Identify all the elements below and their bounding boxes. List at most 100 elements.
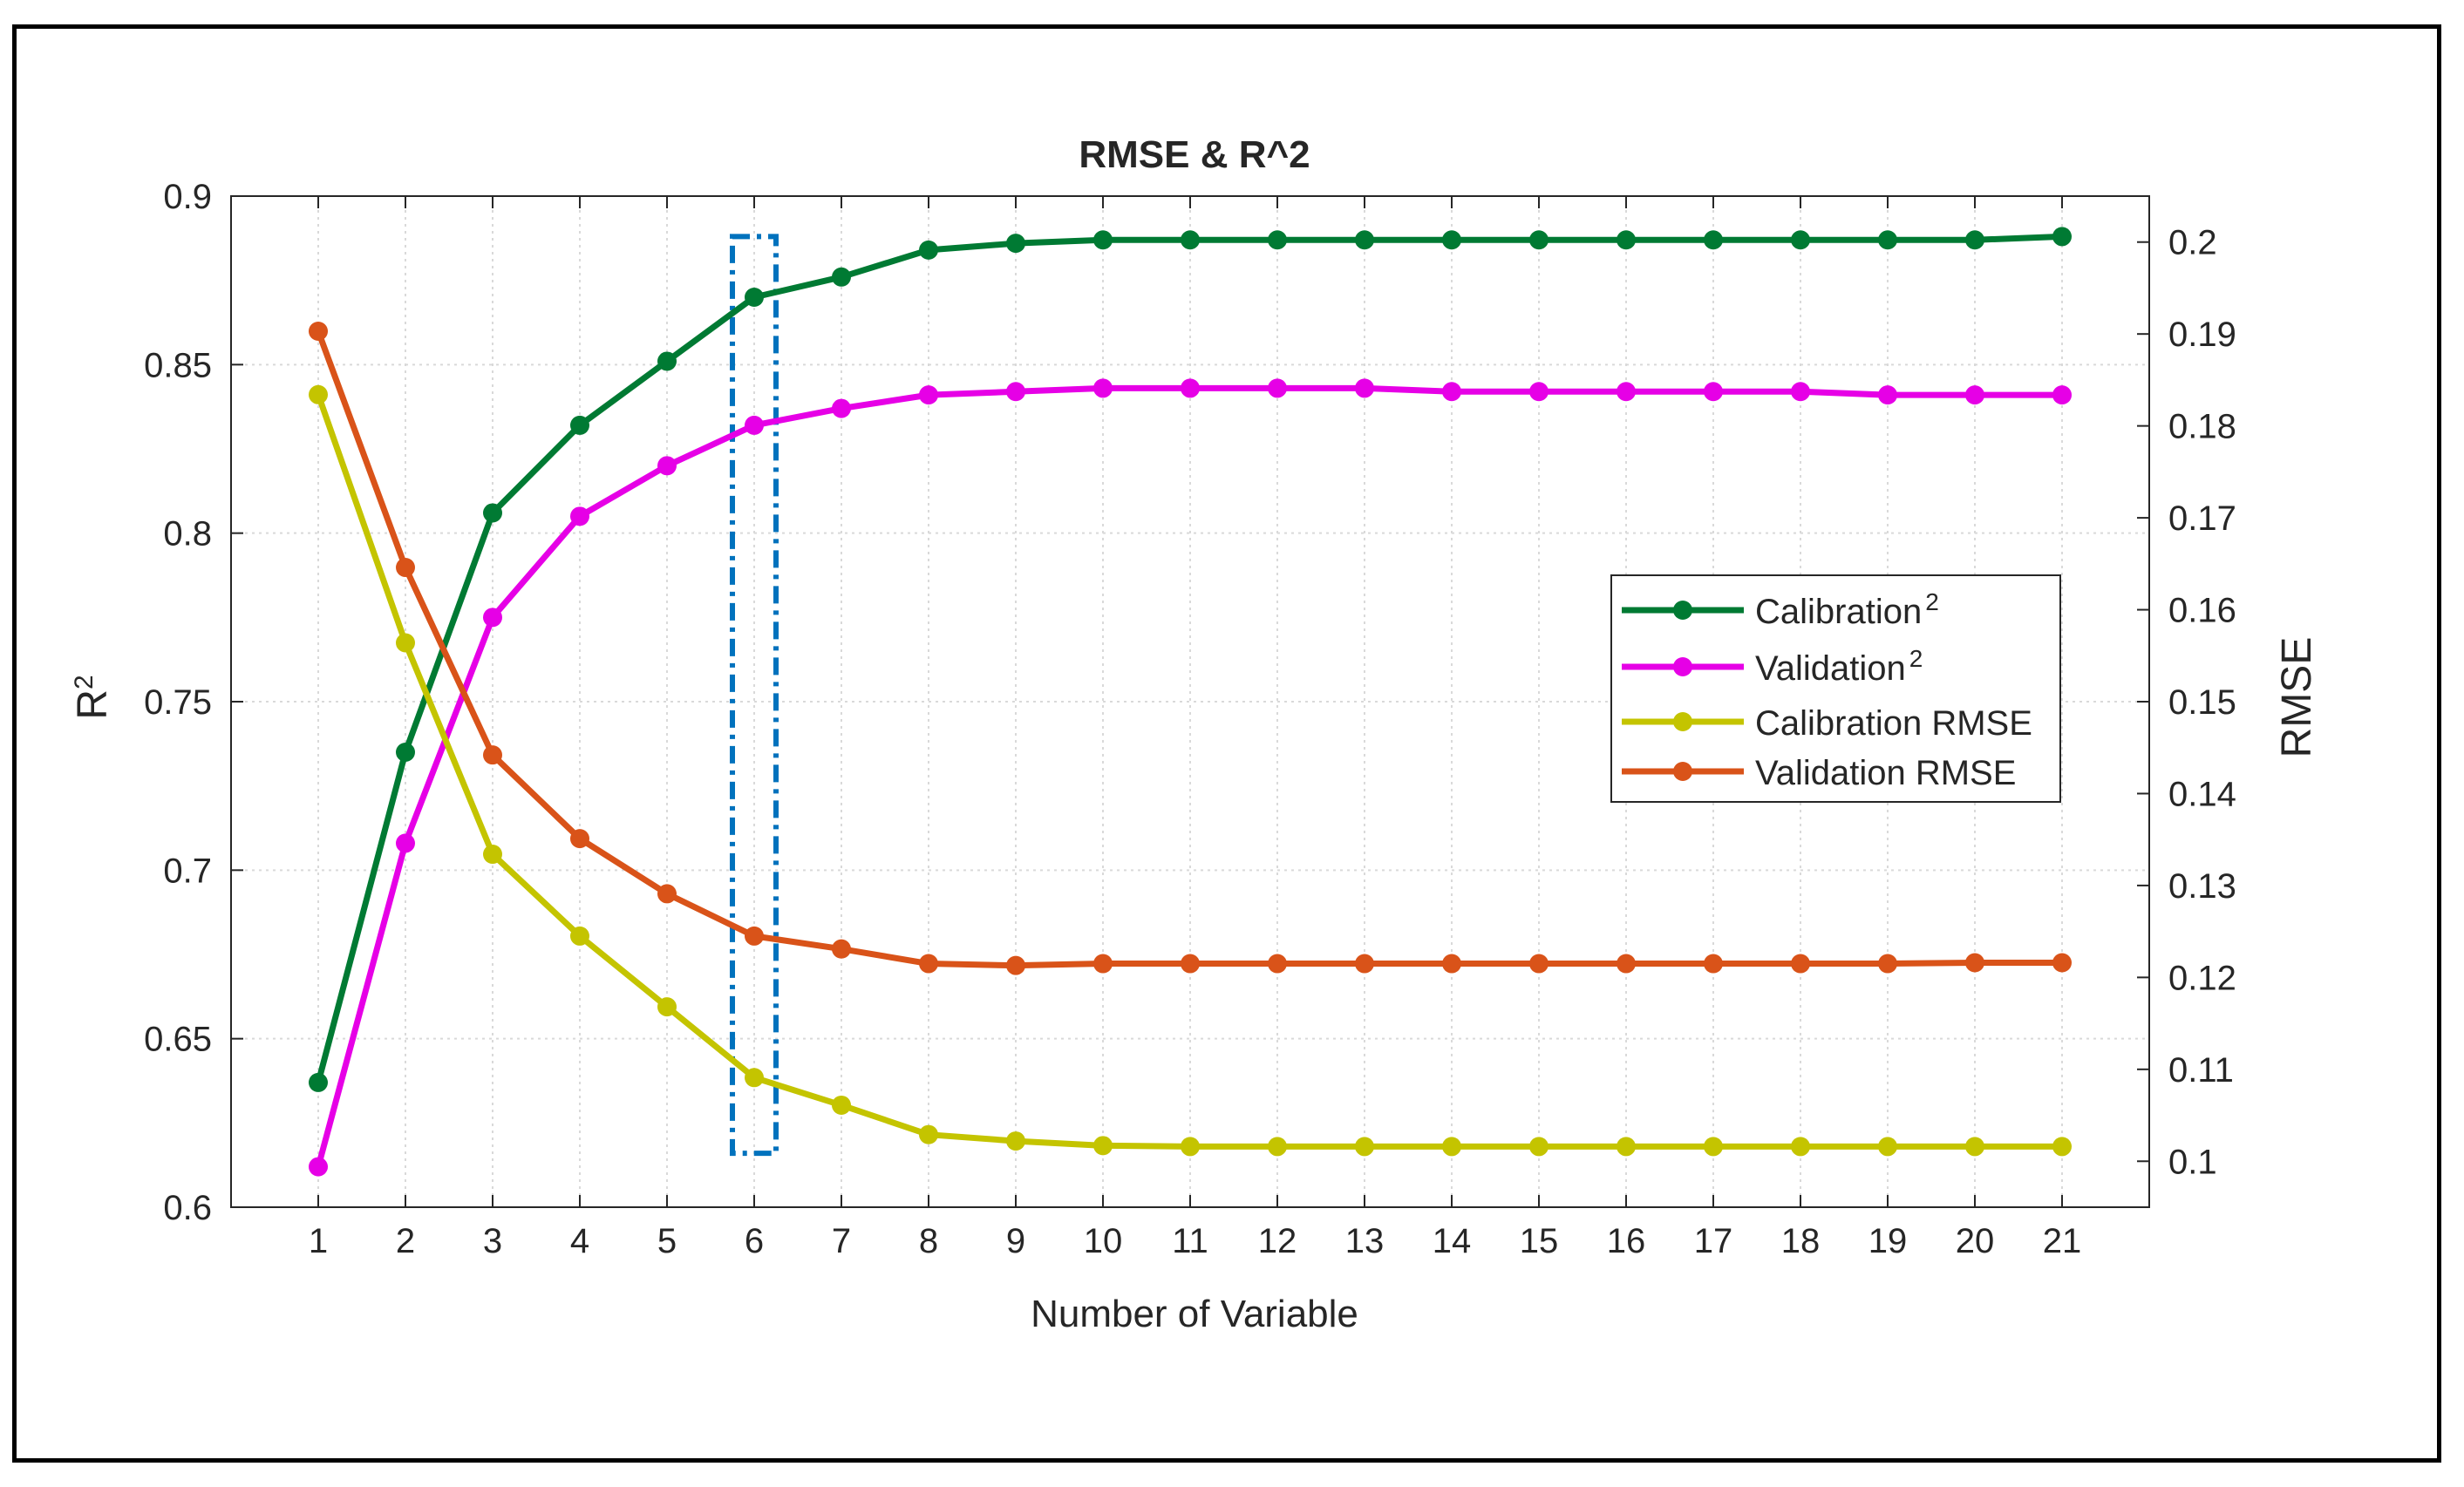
data-point <box>1617 382 1636 402</box>
data-point <box>1442 1137 1461 1157</box>
y-right-tick-label: 0.18 <box>2168 408 2236 446</box>
y-right-tick-label: 0.16 <box>2168 592 2236 630</box>
y-right-tick-label: 0.2 <box>2168 224 2217 262</box>
x-tick-label: 13 <box>1345 1222 1385 1260</box>
data-point <box>396 558 415 578</box>
legend-label-text: Calibration <box>1755 593 1922 631</box>
data-point <box>570 506 589 526</box>
legend-entry: Validation RMSE <box>1622 754 2016 792</box>
data-point <box>1181 1137 1200 1157</box>
y-left-tick-label: 0.9 <box>163 178 212 216</box>
x-tick-label: 1 <box>309 1222 328 1260</box>
y-axis-left-label: R2 <box>70 675 117 719</box>
data-point <box>1617 954 1636 974</box>
legend-label-text: Validation RMSE <box>1755 754 2016 792</box>
data-point <box>657 456 677 476</box>
legend-entry: Calibration RMSE <box>1622 704 2032 743</box>
x-tick-label: 19 <box>1868 1222 1908 1260</box>
data-point <box>1704 230 1723 250</box>
y-right-tick-label: 0.14 <box>2168 775 2236 813</box>
data-point <box>483 608 502 628</box>
data-point <box>1268 230 1287 250</box>
data-point <box>919 954 938 974</box>
data-point <box>1006 1131 1025 1151</box>
data-point <box>1355 1137 1374 1157</box>
data-point <box>2052 1137 2072 1157</box>
data-point <box>1704 954 1723 974</box>
legend-swatch-marker <box>1673 712 1692 731</box>
data-point <box>2052 953 2072 973</box>
data-point <box>1965 230 1984 250</box>
x-tick-label: 16 <box>1607 1222 1646 1260</box>
x-tick-label: 5 <box>657 1222 677 1260</box>
data-point <box>1529 230 1549 250</box>
data-point <box>1617 1137 1636 1157</box>
data-point <box>1965 953 1984 973</box>
data-point <box>832 398 851 418</box>
legend-entry: Calibration 2 <box>1622 588 1939 631</box>
series-calibration-rmse <box>309 384 2072 1157</box>
x-tick-label: 7 <box>832 1222 851 1260</box>
data-point <box>919 240 938 260</box>
legend-label: Validation 2 <box>1755 645 1923 689</box>
ticks-layer: 1 2 3 4 5 6 7 8 9 10 11 12 13 14 15 16 17 18 19 20 210.60.65… <box>144 178 2236 1260</box>
data-point <box>396 633 415 653</box>
chart-title: RMSE & R^2 <box>1079 133 1310 176</box>
legend-label-sup: 2 <box>1925 588 1939 615</box>
data-point <box>1268 378 1287 398</box>
x-tick-label: 21 <box>2043 1222 2082 1260</box>
data-point <box>1704 382 1723 402</box>
x-tick-label: 20 <box>1956 1222 1995 1260</box>
y-left-tick-label: 0.7 <box>163 852 212 890</box>
y-right-tick-label: 0.13 <box>2168 867 2236 906</box>
data-point <box>2052 385 2072 405</box>
data-point <box>1355 230 1374 250</box>
x-tick-label: 15 <box>1520 1222 1559 1260</box>
data-point <box>1704 1137 1723 1157</box>
legend-label: Calibration RMSE <box>1755 704 2032 743</box>
data-point <box>1355 954 1374 974</box>
x-tick-label: 11 <box>1172 1222 1208 1260</box>
x-axis-label: Number of Variable <box>1031 1293 1358 1335</box>
data-point <box>396 743 415 762</box>
y-right-tick-label: 0.19 <box>2168 316 2236 354</box>
data-point <box>1442 382 1461 402</box>
y-axis-left-label-sup: 2 <box>70 675 99 689</box>
data-point <box>1878 954 1897 974</box>
data-point <box>657 884 677 904</box>
x-tick-label: 12 <box>1258 1222 1297 1260</box>
y-left-tick-label: 0.65 <box>144 1021 212 1059</box>
data-point <box>1529 954 1549 974</box>
data-point <box>1442 954 1461 974</box>
data-point <box>1355 378 1374 398</box>
data-point <box>309 1157 328 1177</box>
data-point <box>1093 230 1113 250</box>
data-point <box>1093 1136 1113 1156</box>
data-point <box>570 829 589 849</box>
data-point <box>309 1072 328 1092</box>
legend-label: Validation RMSE <box>1755 754 2016 792</box>
data-point <box>1791 230 1810 250</box>
x-tick-label: 4 <box>570 1222 589 1260</box>
x-tick-label: 3 <box>483 1222 502 1260</box>
data-point <box>1529 382 1549 402</box>
data-point <box>2052 227 2072 247</box>
data-point <box>1965 1137 1984 1157</box>
data-point <box>745 1068 764 1088</box>
data-point <box>1878 230 1897 250</box>
x-tick-label: 6 <box>745 1222 764 1260</box>
data-point <box>832 1095 851 1115</box>
legend: Calibration 2 Validation 2 Calibration RMSE V… <box>1610 574 2061 803</box>
data-point <box>1791 1137 1810 1157</box>
x-tick-label: 2 <box>396 1222 415 1260</box>
highlight-layer <box>730 234 779 1157</box>
data-point <box>1006 234 1025 254</box>
legend-swatch-marker <box>1673 762 1692 781</box>
y-right-tick-label: 0.17 <box>2168 499 2236 538</box>
data-point <box>1268 954 1287 974</box>
x-tick-label: 10 <box>1084 1222 1123 1260</box>
y-right-tick-label: 0.15 <box>2168 683 2236 722</box>
data-point <box>1093 954 1113 974</box>
series-validation-r2 <box>309 378 2072 1177</box>
